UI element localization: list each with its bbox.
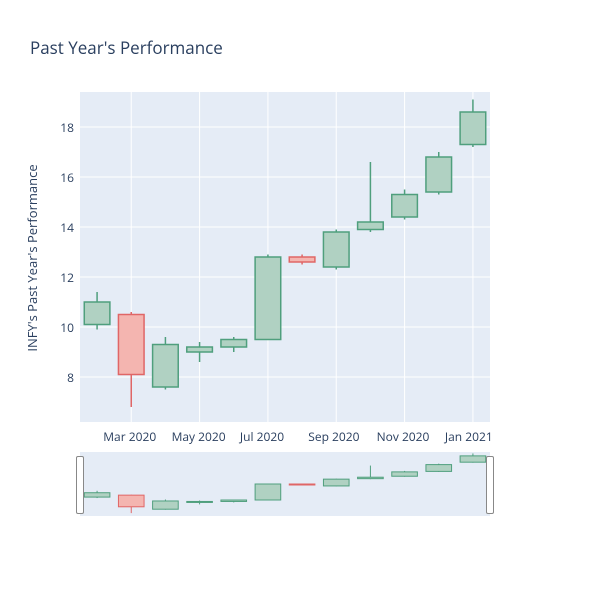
x-tick-label: Sep 2020 bbox=[308, 428, 359, 445]
range-slider-handle-right[interactable] bbox=[486, 456, 494, 514]
range-slider-handle-left[interactable] bbox=[76, 456, 84, 514]
y-axis-label: INFY's Past Year's Performance bbox=[23, 158, 41, 358]
x-tick-label: Jan 2021 bbox=[445, 428, 493, 445]
x-tick-label: Mar 2020 bbox=[103, 428, 156, 445]
y-tick-label: 10 bbox=[60, 319, 74, 336]
y-tick-label: 12 bbox=[60, 269, 74, 286]
range-slider-chart[interactable] bbox=[80, 452, 490, 516]
x-tick-label: Nov 2020 bbox=[377, 428, 430, 445]
chart-title: Past Year's Performance bbox=[30, 36, 223, 59]
main-candlestick-chart[interactable] bbox=[80, 92, 490, 422]
y-tick-label: 18 bbox=[60, 119, 74, 136]
x-tick-label: Jul 2020 bbox=[240, 428, 284, 445]
y-tick-label: 14 bbox=[60, 219, 74, 236]
x-tick-label: May 2020 bbox=[172, 428, 226, 445]
y-tick-label: 8 bbox=[67, 369, 74, 386]
y-tick-label: 16 bbox=[60, 169, 74, 186]
